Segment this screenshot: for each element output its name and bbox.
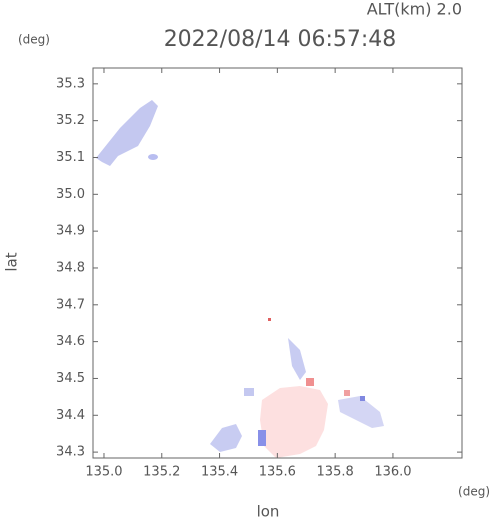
x-tick-label: 135.6	[259, 465, 296, 480]
y-tick-label: 35.0	[56, 187, 85, 202]
x-tick-label: 136.0	[374, 465, 411, 480]
y-axis-title: lat	[3, 252, 21, 271]
x-axis-title: lon	[257, 503, 280, 521]
y-tick-label: 34.9	[56, 224, 85, 239]
echo-region	[288, 338, 306, 380]
x-tick-label: 135.4	[201, 465, 238, 480]
x-tick-label: 135.8	[317, 465, 354, 480]
echo-region	[96, 100, 158, 166]
y-tick-label: 35.1	[56, 150, 85, 165]
x-tick-label: 135.2	[143, 465, 180, 480]
echo-region	[360, 396, 365, 401]
echoes	[96, 100, 384, 458]
x-tick-label: 135.0	[85, 465, 122, 480]
y-tick-label: 35.2	[56, 113, 85, 128]
altitude-label: ALT(km) 2.0	[367, 0, 462, 19]
echo-region	[148, 154, 158, 160]
echo-region	[268, 318, 271, 321]
echo-region	[344, 390, 350, 396]
y-tick-label: 34.5	[56, 371, 85, 386]
echo-region	[338, 396, 384, 428]
echo-region	[244, 388, 254, 396]
y-tick-label: 34.7	[56, 297, 85, 312]
x-unit: (deg)	[458, 485, 490, 499]
y-tick-label: 34.3	[56, 445, 85, 460]
y-tick-label: 34.8	[56, 260, 85, 275]
echo-region	[260, 386, 328, 458]
y-tick-label: 34.4	[56, 408, 85, 423]
echo-region	[210, 424, 242, 452]
echo-region	[258, 430, 266, 446]
y-unit: (deg)	[18, 33, 50, 47]
y-tick-label: 35.3	[56, 76, 85, 91]
y-tick-label: 34.6	[56, 334, 85, 349]
chart-title: 2022/08/14 06:57:48	[164, 27, 397, 52]
echo-region	[306, 378, 314, 386]
